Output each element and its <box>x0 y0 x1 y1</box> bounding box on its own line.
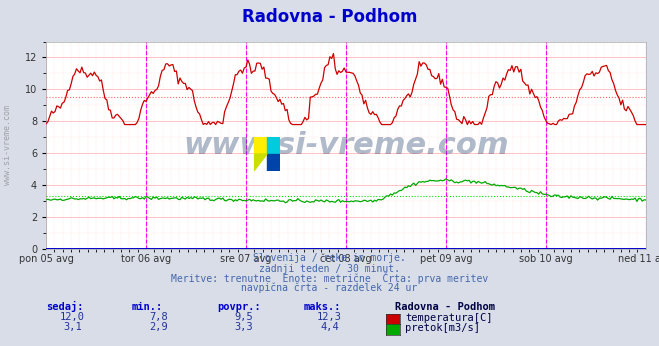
Text: Slovenija / reke in morje.: Slovenija / reke in morje. <box>253 253 406 263</box>
Text: Radovna - Podhom: Radovna - Podhom <box>395 302 496 312</box>
Text: zadnji teden / 30 minut.: zadnji teden / 30 minut. <box>259 264 400 274</box>
Text: 12,0: 12,0 <box>60 312 85 322</box>
Text: 12,3: 12,3 <box>317 312 342 322</box>
Text: temperatura[C]: temperatura[C] <box>405 313 493 323</box>
Text: povpr.:: povpr.: <box>217 302 261 312</box>
Text: min.:: min.: <box>132 302 163 312</box>
Text: 7,8: 7,8 <box>149 312 167 322</box>
Text: Meritve: trenutne  Enote: metrične  Črta: prva meritev: Meritve: trenutne Enote: metrične Črta: … <box>171 272 488 284</box>
Bar <box>267 154 280 171</box>
Text: 3,3: 3,3 <box>235 322 253 333</box>
Bar <box>254 137 267 154</box>
Text: 3,1: 3,1 <box>63 322 82 333</box>
Text: www.si-vreme.com: www.si-vreme.com <box>3 105 13 185</box>
Polygon shape <box>254 154 267 171</box>
Text: navpična črta - razdelek 24 ur: navpična črta - razdelek 24 ur <box>241 283 418 293</box>
Text: sedaj:: sedaj: <box>46 301 84 312</box>
Text: 2,9: 2,9 <box>149 322 167 333</box>
Bar <box>267 137 280 154</box>
Text: www.si-vreme.com: www.si-vreme.com <box>183 131 509 160</box>
Text: 9,5: 9,5 <box>235 312 253 322</box>
Text: 4,4: 4,4 <box>320 322 339 333</box>
Text: Radovna - Podhom: Radovna - Podhom <box>242 9 417 27</box>
Text: pretok[m3/s]: pretok[m3/s] <box>405 324 480 334</box>
Text: maks.:: maks.: <box>303 302 341 312</box>
